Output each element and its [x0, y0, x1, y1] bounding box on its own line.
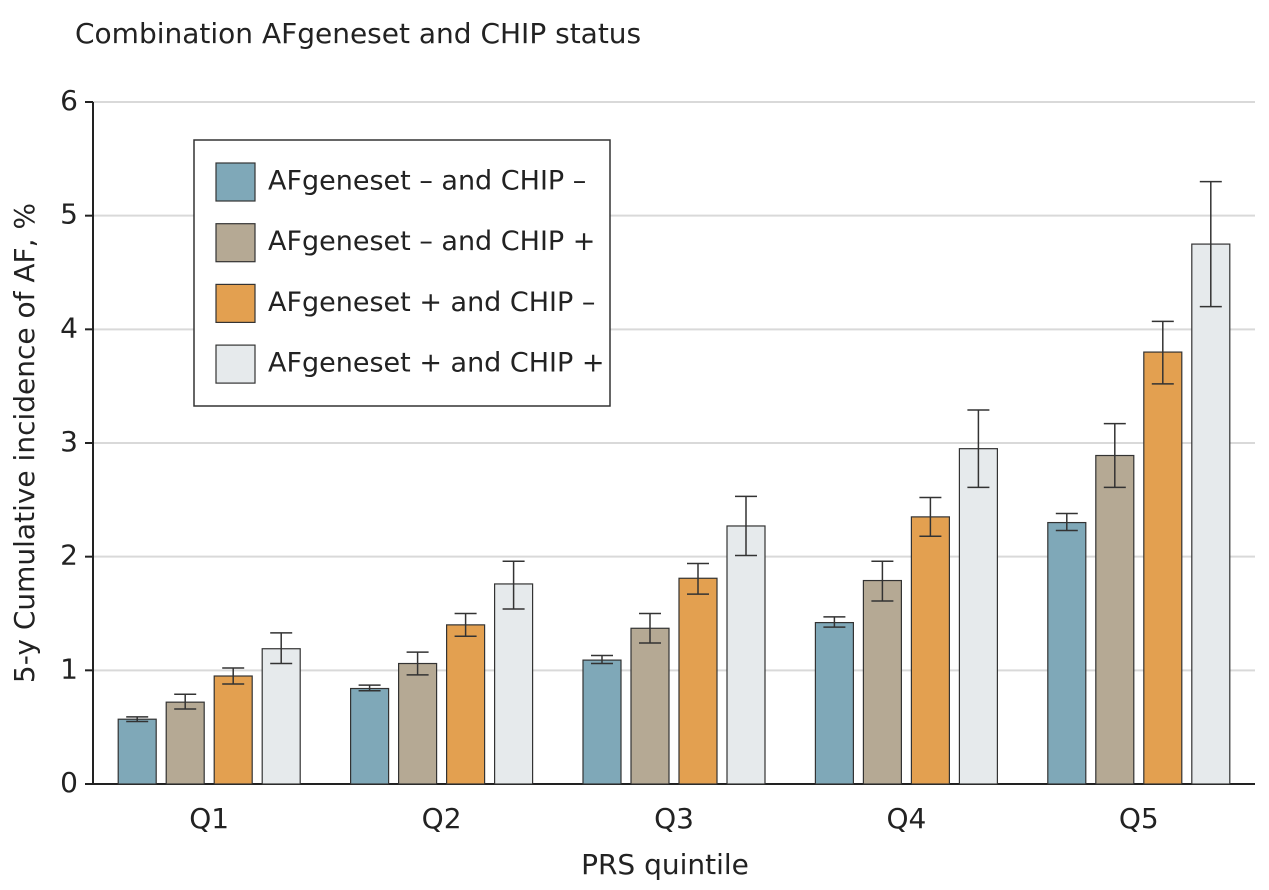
error-bar: [502, 560, 525, 610]
error-bar: [270, 632, 293, 665]
error-bar: [126, 716, 149, 723]
bar: [958, 448, 999, 785]
error-bar: [1151, 320, 1174, 385]
y-tick-label: 4: [60, 311, 78, 344]
bar: [1095, 454, 1135, 785]
bar: [910, 516, 951, 785]
bar: [494, 583, 534, 785]
y-tick-label: 0: [60, 766, 78, 799]
error-bar: [1055, 512, 1078, 532]
bar: [630, 627, 670, 785]
error-bar: [735, 495, 757, 557]
bar: [1191, 243, 1231, 785]
bar: [1143, 351, 1183, 785]
error-bar: [358, 684, 381, 692]
error-bar: [1103, 422, 1126, 489]
chart-title: Combination AFgeneset and CHIP status: [75, 17, 641, 50]
error-bar: [406, 651, 429, 676]
legend-swatch: [215, 344, 256, 384]
error-bar: [871, 560, 894, 602]
legend-label: AFgeneset + and CHIP –: [268, 287, 595, 318]
error-bar: [454, 612, 477, 637]
bar: [350, 687, 390, 785]
bar: [165, 701, 205, 785]
legend-box: [193, 139, 611, 407]
bar: [117, 718, 157, 785]
x-tick-label: Q2: [422, 802, 462, 835]
x-tick-label: Q3: [654, 802, 694, 835]
legend-swatch: [215, 283, 256, 323]
y-axis-label: 5-y Cumulative incidence of AF, %: [8, 203, 41, 683]
error-bar: [919, 496, 942, 537]
error-bar: [1199, 180, 1222, 308]
error-bar: [967, 409, 990, 489]
error-bar: [174, 693, 197, 710]
bar: [582, 659, 622, 785]
legend-swatch: [215, 162, 256, 202]
y-tick-label: 1: [60, 652, 78, 685]
bar: [1047, 521, 1087, 785]
bar: [213, 675, 253, 785]
y-tick-label: 6: [60, 84, 78, 117]
error-bar: [687, 562, 709, 595]
y-tick-label: 3: [60, 425, 78, 458]
bar: [261, 648, 301, 785]
error-bar: [222, 667, 245, 685]
bar: [726, 525, 766, 785]
bar: [398, 662, 438, 785]
bar: [446, 624, 486, 785]
legend-label: AFgeneset – and CHIP +: [268, 226, 595, 257]
bar: [862, 579, 903, 785]
x-tick-label: Q5: [1119, 802, 1159, 835]
y-tick-label: 2: [60, 539, 78, 572]
x-axis-label: PRS quintile: [581, 848, 749, 881]
error-bar: [639, 612, 661, 644]
legend-swatch: [215, 223, 256, 263]
bar: [814, 621, 855, 785]
error-bar: [823, 616, 846, 628]
legend: AFgeneset – and CHIP – AFgeneset – and CH…: [193, 139, 611, 407]
x-tick-label: Q1: [189, 802, 229, 835]
x-tick-label: Q4: [886, 802, 926, 835]
legend-label: AFgeneset + and CHIP +: [268, 348, 605, 379]
bar: [678, 577, 718, 785]
error-bar: [591, 654, 613, 665]
y-tick-label: 5: [60, 198, 78, 231]
legend-label: AFgeneset – and CHIP –: [268, 166, 586, 197]
